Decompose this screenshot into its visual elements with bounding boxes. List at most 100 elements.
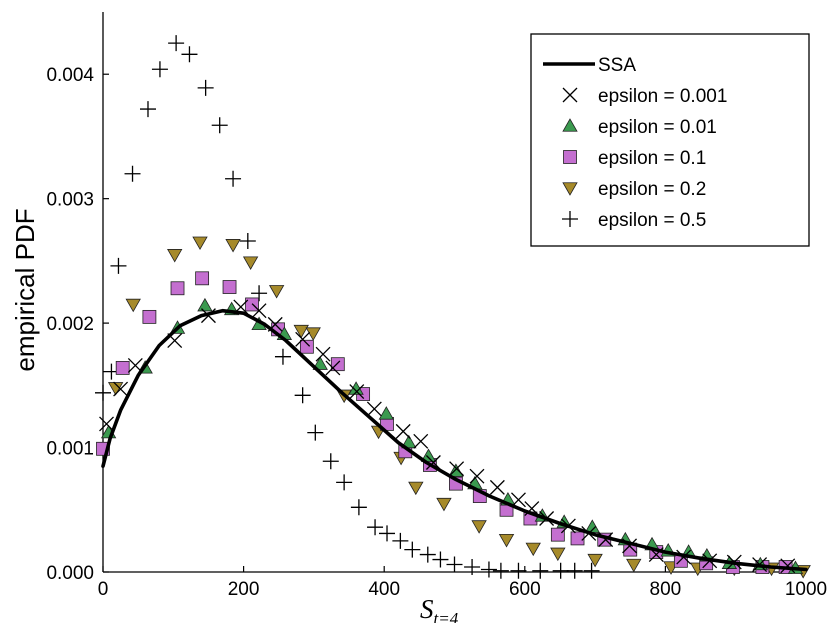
data-point: [299, 339, 314, 354]
y-tick-label: 0.003: [46, 190, 94, 211]
data-point: [404, 541, 421, 558]
data-point: [413, 433, 429, 449]
data-point: [464, 559, 481, 576]
x-tick-label: 0: [98, 579, 109, 600]
legend-marker: [562, 118, 578, 132]
data-point: [293, 324, 309, 339]
data-point: [419, 546, 436, 563]
data-point: [322, 453, 339, 470]
data-point: [378, 406, 394, 420]
data-point: [170, 281, 185, 296]
data-point: [139, 101, 156, 118]
y-tick-label: 0.004: [46, 65, 94, 86]
data-point: [95, 384, 111, 401]
data-point: [336, 474, 353, 491]
data-point: [566, 562, 583, 579]
legend-item: epsilon = 0.5: [562, 210, 706, 231]
ssa-curve: [101, 308, 808, 572]
y-tick-label: 0.001: [46, 439, 94, 460]
legend-label: epsilon = 0.2: [598, 179, 706, 200]
data-point: [225, 239, 241, 253]
data-point: [325, 360, 341, 376]
data-point: [242, 256, 259, 270]
legend-marker: [562, 211, 578, 227]
legend-marker: [563, 150, 577, 164]
series-5: [95, 35, 600, 579]
data-point: [349, 384, 365, 400]
data-point: [312, 356, 328, 370]
data-point: [239, 232, 256, 249]
data-point: [305, 327, 321, 341]
data-point: [469, 468, 485, 484]
data-point: [552, 562, 569, 579]
axes: 0 200 400 600 800 1000 0.000 0.001 0.002 0.003 0.0…: [46, 12, 827, 600]
data-point: [570, 531, 585, 546]
data-point: [113, 381, 129, 397]
x-tick-label: 600: [509, 579, 541, 600]
legend-label: epsilon = 0.01: [598, 117, 717, 138]
data-point: [295, 331, 311, 347]
data-point: [550, 527, 565, 542]
legend-item: epsilon = 0.001: [562, 86, 727, 107]
x-tick-label: 200: [228, 579, 260, 600]
legend-marker: [562, 182, 578, 196]
data-point: [510, 562, 527, 579]
data-point: [330, 357, 345, 372]
data-point: [268, 285, 285, 299]
data-point: [583, 562, 600, 579]
data-point: [446, 556, 463, 573]
legend-label: SSA: [598, 55, 636, 76]
data-point: [168, 35, 185, 52]
data-point: [222, 280, 237, 294]
legend-item: epsilon = 0.1: [563, 148, 706, 169]
data-point: [192, 236, 208, 251]
series-0: [101, 308, 808, 572]
data-point: [401, 434, 417, 449]
series-4: [107, 236, 811, 579]
data-point: [107, 382, 124, 396]
series-1: [99, 299, 796, 574]
x-tick-label: 800: [650, 579, 682, 600]
data-point: [379, 525, 396, 542]
data-point: [225, 170, 242, 187]
data-point: [498, 533, 515, 548]
data-point: [125, 298, 141, 313]
y-axis-title: empirical PDF: [10, 208, 40, 371]
legend-label: epsilon = 0.5: [598, 210, 706, 231]
legend-marker: [562, 87, 578, 103]
data-point: [550, 547, 566, 562]
data-point: [492, 562, 509, 579]
data-point: [211, 117, 228, 134]
data-point: [532, 562, 549, 579]
legend-item: epsilon = 0.2: [562, 179, 706, 200]
data-point: [110, 257, 127, 274]
data-point: [99, 416, 114, 432]
data-point: [480, 561, 497, 578]
data-point: [124, 165, 141, 182]
data-point: [251, 303, 267, 319]
legend-label: epsilon = 0.001: [598, 86, 727, 107]
data-point: [294, 387, 311, 404]
data-point: [151, 61, 168, 78]
data-point: [197, 297, 213, 312]
x-tick-label: 1000: [785, 579, 827, 600]
data-point: [307, 424, 324, 441]
series-2: [100, 297, 804, 574]
data-point: [350, 499, 367, 516]
data-point: [525, 542, 541, 557]
data-point: [420, 448, 437, 462]
data-point: [366, 401, 382, 417]
data-point: [395, 423, 411, 439]
y-tick-label: 0.000: [46, 563, 94, 584]
legend-label: epsilon = 0.1: [598, 148, 706, 169]
plot-area: [95, 35, 811, 579]
x-axis-title: St=4: [420, 594, 459, 623]
data-point: [432, 551, 449, 568]
data-point: [167, 249, 183, 263]
legend-box: [530, 33, 810, 247]
data-point: [626, 558, 642, 573]
legend-item: SSA: [543, 55, 636, 76]
data-point: [115, 361, 130, 375]
data-point: [587, 553, 603, 568]
